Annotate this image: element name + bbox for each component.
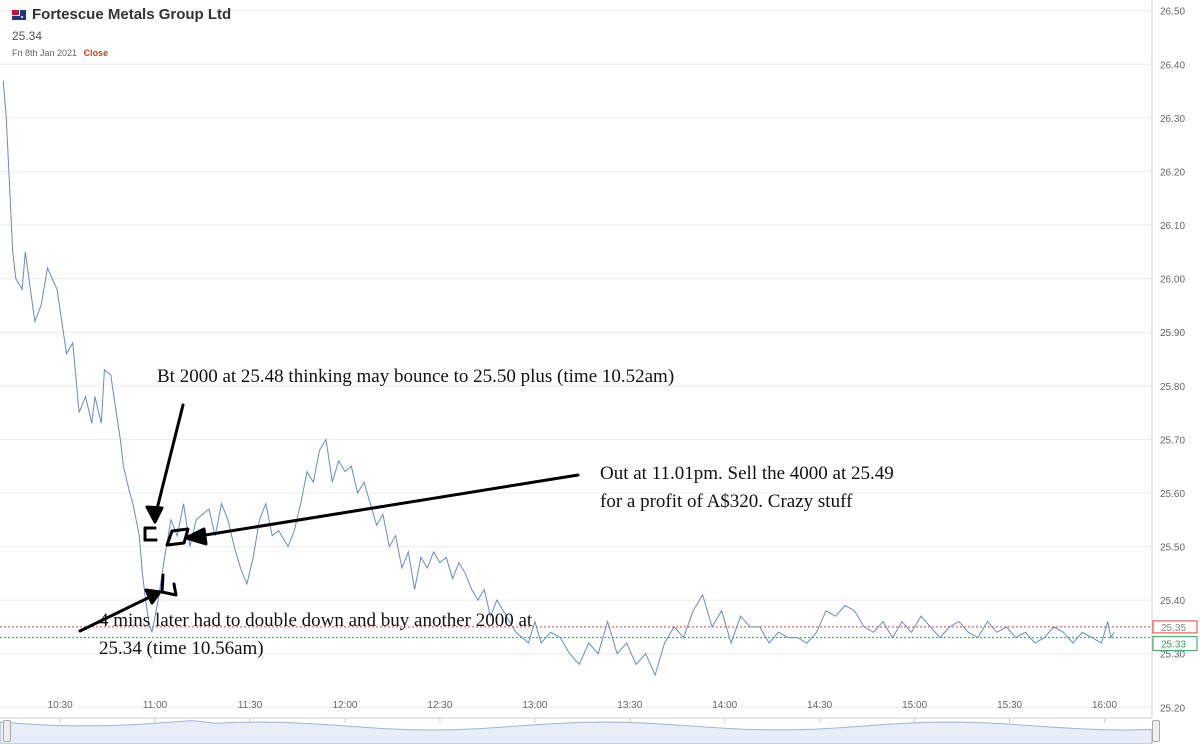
x-tick-label: 10:30 bbox=[48, 700, 73, 711]
arrow-buy1-head bbox=[145, 505, 164, 524]
y-tick-label: 26.40 bbox=[1160, 60, 1185, 71]
trade-date: Fri 8th Jan 2021 bbox=[12, 48, 78, 58]
arrow-buy2-shaft bbox=[78, 593, 156, 633]
y-tick-label: 25.20 bbox=[1160, 703, 1185, 714]
x-grid-lines bbox=[59, 718, 1106, 723]
annotation-buy1: Bt 2000 at 25.48 thinking may bounce to … bbox=[157, 366, 675, 387]
y-tick-label: 25.30 bbox=[1160, 650, 1185, 661]
grid-lines bbox=[0, 10, 1152, 708]
hand-drawn-annotations bbox=[78, 403, 580, 633]
arrow-buy1-shaft bbox=[153, 403, 185, 519]
x-tick-label: 15:00 bbox=[902, 700, 927, 711]
date-status: Fri 8th Jan 2021 Close bbox=[12, 48, 231, 58]
y-tick-label: 25.90 bbox=[1160, 328, 1185, 339]
x-tick-label: 15:30 bbox=[997, 700, 1022, 711]
x-tick-label: 12:00 bbox=[332, 700, 357, 711]
y-tick-label: 26.30 bbox=[1160, 114, 1185, 125]
arrow-sell-head bbox=[184, 527, 208, 546]
x-tick-label: 11:00 bbox=[143, 700, 168, 711]
annotation-sell-line2: for a profit of A$320. Crazy stuff bbox=[600, 491, 853, 512]
previous-close-label: 25.35 bbox=[1161, 623, 1186, 634]
current-price: 25.34 bbox=[12, 29, 43, 43]
navigator-series bbox=[0, 720, 1153, 744]
buy1-mark bbox=[143, 526, 158, 542]
arrow-sell-shaft bbox=[191, 473, 580, 539]
chart-header: Fortescue Metals Group Ltd 25.34 Fri 8th… bbox=[12, 6, 231, 58]
x-tick-label: 16:00 bbox=[1092, 700, 1117, 711]
reference-lines: 25.35 25.33 bbox=[0, 620, 1198, 652]
y-tick-label: 25.60 bbox=[1160, 489, 1185, 500]
y-tick-label: 26.50 bbox=[1160, 7, 1185, 18]
y-tick-label: 26.00 bbox=[1160, 275, 1185, 286]
y-tick-label: 26.20 bbox=[1160, 167, 1185, 178]
arrow-buy2-head bbox=[144, 588, 162, 605]
x-tick-label: 12:30 bbox=[427, 700, 452, 711]
sell-mark bbox=[165, 527, 190, 547]
y-tick-label: 25.70 bbox=[1160, 435, 1185, 446]
y-tick-label: 26.10 bbox=[1160, 221, 1185, 232]
navigator-right-handle[interactable] bbox=[1152, 720, 1160, 742]
x-tick-label: 11:30 bbox=[238, 700, 263, 711]
x-tick-labels: 10:30 11:00 11:30 12:00 12:30 13:00 13:30 14:00… bbox=[48, 700, 1118, 711]
annotation-sell-line1: Out at 11.01pm. Sell the 4000 at 25.49 bbox=[600, 463, 894, 484]
annotation-buy2-line1: 4 mins later had to double down and buy … bbox=[99, 610, 533, 631]
x-tick-label: 13:30 bbox=[617, 700, 642, 711]
previous-close-box bbox=[1152, 620, 1198, 634]
navigator-left-handle[interactable] bbox=[3, 720, 11, 742]
y-tick-labels: 25.20 25.30 25.40 25.50 25.60 25.70 25.80 25.90… bbox=[1160, 7, 1185, 715]
status-badge: Close bbox=[83, 48, 109, 58]
y-tick-label: 25.40 bbox=[1160, 596, 1185, 607]
navigator-strip bbox=[0, 720, 1153, 744]
last-price-box bbox=[1152, 636, 1198, 652]
buy2-mark bbox=[160, 573, 178, 597]
y-tick-label: 25.80 bbox=[1160, 382, 1185, 393]
x-tick-label: 14:00 bbox=[712, 700, 737, 711]
price-series-line bbox=[2, 80, 1115, 677]
x-tick-label: 14:30 bbox=[807, 700, 832, 711]
company-title: Fortescue Metals Group Ltd bbox=[32, 6, 232, 23]
x-tick-label: 13:00 bbox=[522, 700, 547, 711]
annotation-buy2-line2: 25.34 (time 10.56am) bbox=[99, 638, 264, 659]
y-tick-label: 25.50 bbox=[1160, 543, 1185, 554]
last-price-label: 25.33 bbox=[1161, 640, 1186, 651]
australia-flag-icon bbox=[12, 9, 26, 20]
